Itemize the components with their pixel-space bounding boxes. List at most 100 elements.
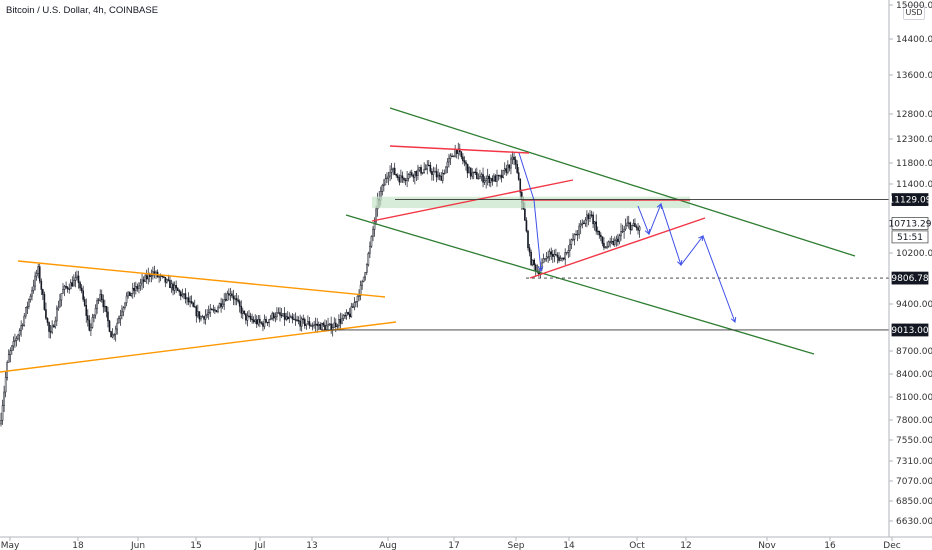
candle-body	[15, 338, 18, 341]
x-tick-label: Sep	[508, 541, 525, 550]
candle-body	[246, 315, 249, 321]
candle-body	[624, 225, 627, 230]
candle-body	[420, 167, 422, 174]
candle-body	[290, 316, 292, 318]
candle-body	[434, 171, 436, 173]
candle-body	[550, 251, 553, 255]
projection-drop	[518, 152, 542, 272]
candle-body	[93, 314, 95, 318]
candle-body	[108, 320, 111, 332]
candle-body	[590, 214, 593, 216]
candle-body	[114, 328, 117, 335]
candle-body	[341, 318, 343, 324]
candle-body	[519, 178, 522, 193]
candle-body	[197, 311, 199, 317]
candle-body	[180, 291, 182, 297]
candle-body	[338, 319, 340, 327]
candle-body	[429, 165, 432, 172]
candle-body	[105, 305, 108, 313]
candle-body	[547, 256, 549, 258]
candle-body	[124, 302, 126, 308]
candle-body	[313, 324, 315, 326]
x-tick-label: 17	[448, 541, 459, 550]
candle-body	[556, 254, 559, 258]
candle-body	[339, 319, 342, 324]
candle-body	[307, 321, 309, 325]
candle-body	[23, 315, 26, 326]
candle-body	[283, 313, 286, 320]
candle-body	[366, 264, 368, 273]
candle-body	[626, 222, 629, 227]
candle-body	[397, 175, 399, 178]
candle-body	[269, 317, 272, 320]
candle-body	[100, 294, 103, 301]
x-tick-label: 12	[680, 541, 691, 550]
candle-body	[443, 172, 446, 175]
candle-body	[52, 325, 55, 328]
candle-body	[217, 307, 219, 313]
candle-body	[201, 316, 204, 318]
candle-body	[51, 325, 53, 333]
candle-body	[618, 235, 621, 243]
candle-body	[42, 289, 44, 295]
candle-body	[144, 275, 146, 282]
price-label-box	[891, 217, 929, 230]
candle-body	[99, 294, 102, 301]
candle-body	[245, 313, 247, 321]
candle-body	[68, 288, 71, 290]
candle-body	[291, 316, 294, 320]
candle-body	[445, 166, 447, 174]
candle-body	[390, 169, 393, 173]
candle-body	[533, 259, 536, 266]
candle-body	[280, 314, 283, 317]
candle-body	[9, 350, 12, 355]
projection-arrowhead	[677, 259, 683, 266]
candle-body	[638, 226, 641, 231]
candle-body	[231, 293, 233, 297]
candle-body	[505, 168, 508, 173]
candle-body	[220, 303, 222, 307]
candle-body	[110, 331, 112, 338]
price-label-box	[891, 323, 929, 337]
candlestick-series	[0, 142, 641, 427]
candle-body	[497, 174, 500, 177]
candle-body	[305, 323, 308, 326]
candle-body	[260, 322, 263, 324]
candle-body	[474, 171, 477, 174]
candle-body	[435, 171, 438, 178]
candle-body	[62, 289, 64, 294]
candle-body	[596, 230, 599, 233]
candle-body	[28, 299, 30, 307]
candle-body	[228, 293, 230, 296]
candle-body	[322, 323, 325, 326]
candle-body	[359, 284, 362, 296]
candle-body	[57, 306, 60, 310]
candle-body	[311, 325, 314, 327]
candle-body	[226, 293, 229, 301]
candle-body	[335, 322, 337, 327]
currency-button[interactable]: USD	[903, 5, 925, 20]
candle-body	[166, 279, 168, 283]
candle-body	[383, 184, 385, 187]
y-tick-label: 7310.00	[896, 457, 932, 467]
candle-body	[54, 320, 57, 328]
candle-body	[4, 377, 7, 393]
candle-body	[76, 275, 78, 278]
price-label-text: 51:51	[897, 233, 923, 243]
candle-body	[426, 164, 429, 170]
candle-body	[353, 302, 356, 308]
y-tick-label: 11800.00	[896, 159, 932, 169]
candle-body	[235, 298, 238, 301]
candle-body	[595, 221, 598, 232]
candle-body	[254, 319, 256, 323]
candle-body	[370, 236, 373, 247]
candle-body	[412, 174, 415, 178]
candle-body	[121, 311, 123, 316]
candle-body	[592, 214, 594, 225]
time-axis: May 18 Jun 15 Jul 13 Aug 17 Sep 14 Oct 12 Nov 16 Dec	[1, 537, 901, 550]
candle-body	[74, 277, 77, 281]
candle-body	[510, 158, 512, 169]
x-tick-label: Nov	[758, 541, 776, 550]
candle-body	[251, 318, 253, 321]
